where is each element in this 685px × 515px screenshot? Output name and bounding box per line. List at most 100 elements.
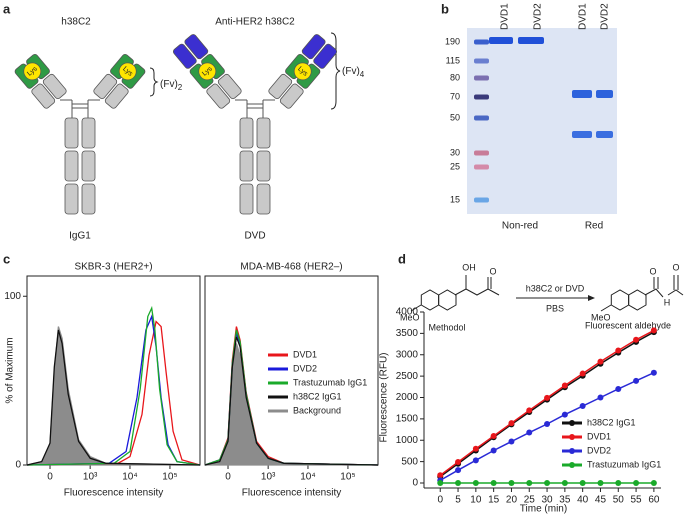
ladder-band (474, 94, 489, 100)
panel-label: d (398, 251, 406, 266)
fab-arm: Lys (172, 34, 242, 109)
ladder-label: 50 (450, 112, 460, 122)
fv-label: (Fv)4 (342, 66, 365, 79)
marker (544, 421, 551, 428)
ladder-label: 70 (450, 91, 460, 101)
x-tick-label: 0 (47, 472, 53, 483)
gel-condition: Non-red (502, 221, 538, 232)
fv-label: (Fv)2 (160, 79, 183, 92)
legend-label: DVD2 (293, 363, 317, 373)
hinge (60, 99, 100, 118)
lane-label: DVD2 (600, 3, 611, 30)
legend-label: DVD2 (587, 445, 611, 455)
series-line (439, 331, 655, 478)
antibody-title: Anti-HER2 h38C2 (215, 17, 295, 28)
antibody-caption: DVD (244, 231, 265, 242)
x-tick-label: 10³ (261, 472, 276, 483)
x-tick-label: 15 (488, 495, 500, 506)
marker (508, 480, 515, 486)
legend-label: DVD1 (293, 349, 317, 359)
marker (615, 385, 622, 392)
lys-site (198, 62, 217, 81)
bracket (149, 67, 159, 97)
ladder-label: 115 (446, 55, 460, 65)
legend-marker (569, 462, 575, 468)
marker (490, 480, 497, 486)
domain (301, 34, 326, 60)
y-tick-label: 500 (401, 456, 418, 467)
gel-band (572, 90, 592, 98)
hinge (235, 99, 275, 118)
area (204, 343, 379, 466)
fab-arm: Lys (93, 53, 146, 109)
catalyst: h38C2 or DVD (526, 283, 585, 293)
marker (526, 407, 533, 414)
domain (81, 183, 96, 215)
ring (438, 289, 457, 311)
bonds (410, 275, 500, 312)
x-tick-label: 20 (506, 495, 518, 506)
domain (184, 34, 209, 60)
series-line (26, 329, 201, 466)
marker (615, 480, 622, 486)
x-tick-label: 45 (595, 495, 607, 506)
domain (239, 183, 254, 215)
gel (467, 28, 617, 214)
x-tick-label: 10⁵ (340, 472, 355, 483)
domain (279, 83, 304, 109)
lane-label: DVD1 (500, 3, 511, 30)
ring (628, 289, 647, 311)
atom: O (649, 266, 656, 276)
ladder-label: 15 (450, 194, 460, 204)
domain (256, 150, 271, 182)
marker (490, 432, 497, 439)
marker (437, 472, 444, 479)
marker (579, 480, 586, 486)
marker (633, 377, 640, 384)
ladder-label: 30 (450, 147, 460, 157)
x-axis-label: Fluorescence intensity (64, 488, 164, 499)
chart-title: SKBR-3 (HER2+) (74, 262, 152, 273)
marker (597, 480, 604, 486)
marker (472, 445, 479, 452)
marker (561, 480, 568, 486)
y-tick-label: 4000 (396, 307, 419, 318)
fv-sub: 2 (178, 83, 183, 92)
marker (633, 480, 640, 486)
substrate: Methodol (428, 322, 465, 332)
y-tick-label: 2500 (396, 371, 419, 382)
marker (526, 480, 533, 486)
atom: O (489, 266, 496, 276)
marker (597, 358, 604, 365)
ladder-label: 80 (450, 72, 460, 82)
legend-marker (569, 420, 575, 426)
atom: MeO (591, 312, 611, 322)
domain (64, 183, 79, 215)
atom: O (672, 262, 679, 272)
gel-condition: Red (585, 221, 603, 232)
marker (508, 420, 515, 427)
marker (455, 467, 462, 474)
ladder-band (474, 75, 489, 81)
lys-site (293, 62, 312, 81)
marker (437, 480, 444, 486)
chart-title: MDA-MB-468 (HER2–) (240, 262, 342, 273)
x-tick-label: 10⁴ (122, 472, 137, 483)
x-tick-label: 0 (437, 495, 443, 506)
y-axis-label: Fluorescence (RFU) (379, 352, 390, 442)
product: Fluorescent aldehyde (585, 320, 671, 330)
fab-arm: Lys (14, 53, 67, 109)
domain (268, 73, 293, 99)
ladder-band (474, 197, 489, 203)
legend-marker (569, 448, 575, 454)
marker (650, 480, 657, 486)
bonds (600, 275, 684, 312)
marker (508, 438, 515, 445)
gel-band (596, 131, 613, 138)
marker (490, 447, 497, 454)
domain (104, 83, 129, 109)
marker (561, 411, 568, 418)
ladder-label: 25 (450, 161, 460, 171)
fv-sub: 4 (360, 70, 365, 79)
